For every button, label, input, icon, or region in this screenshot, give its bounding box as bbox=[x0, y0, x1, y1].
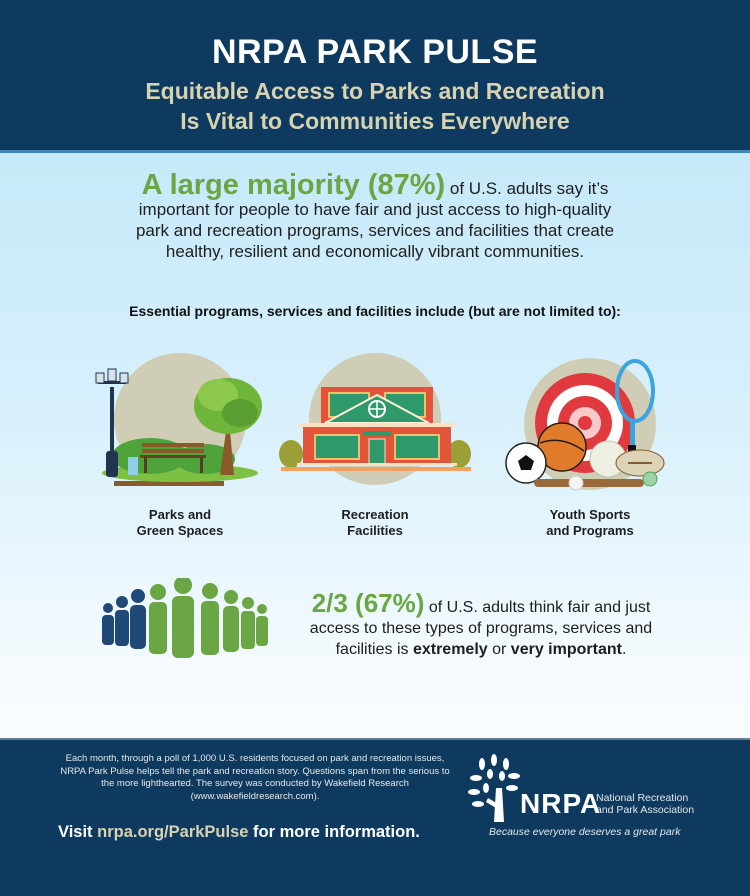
parkpulse-link[interactable]: nrpa.org/ParkPulse bbox=[97, 823, 249, 841]
sports-balls-icon bbox=[505, 359, 665, 491]
essential-heading: Essential programs, services and facilit… bbox=[129, 303, 621, 319]
header-banner: NRPA PARK PULSE Equitable Access to Park… bbox=[0, 0, 750, 150]
people-group-icon bbox=[102, 578, 268, 658]
category-label: Youth Sports and Programs bbox=[546, 507, 634, 538]
footer: Each month, through a poll of 1,000 U.S.… bbox=[0, 738, 750, 896]
intro-text: of U.S. adults say it’s important for pe… bbox=[135, 179, 615, 261]
category-label: Recreation Facilities bbox=[341, 507, 409, 538]
intro-statistic: A large majority (87%) of U.S. adults sa… bbox=[130, 171, 620, 262]
visit-line: Visit nrpa.org/ParkPulse for more inform… bbox=[58, 823, 420, 841]
park-bench-tree-icon bbox=[95, 368, 262, 486]
tree-icon bbox=[468, 754, 520, 822]
category-label: Parks and Green Spaces bbox=[136, 507, 224, 538]
content-area: A large majority (87%) of U.S. adults sa… bbox=[0, 153, 750, 738]
secondary-statistic: 2/3 (67%) of U.S. adults think fair and … bbox=[309, 588, 653, 658]
nrpa-logo: NRPA National Recreation and Park Associ… bbox=[468, 754, 708, 844]
logo-full-name: National Recreation and Park Association bbox=[596, 792, 695, 816]
page-subtitle: Equitable Access to Parks and Recreation… bbox=[0, 76, 750, 136]
header-divider bbox=[0, 150, 750, 153]
stat2-highlight: 2/3 (67%) bbox=[311, 588, 425, 618]
logo-wordmark: NRPA bbox=[520, 788, 602, 819]
intro-highlight: A large majority (87%) bbox=[141, 169, 446, 201]
subtitle-line-1: Equitable Access to Parks and Recreation bbox=[145, 78, 605, 104]
recreation-building-icon bbox=[279, 387, 471, 471]
logo-tagline: Because everyone deserves a great park bbox=[489, 826, 681, 838]
subtitle-line-2: Is Vital to Communities Everywhere bbox=[180, 108, 570, 134]
page-title: NRPA PARK PULSE bbox=[211, 33, 539, 71]
footer-description: Each month, through a poll of 1,000 U.S.… bbox=[60, 753, 450, 802]
